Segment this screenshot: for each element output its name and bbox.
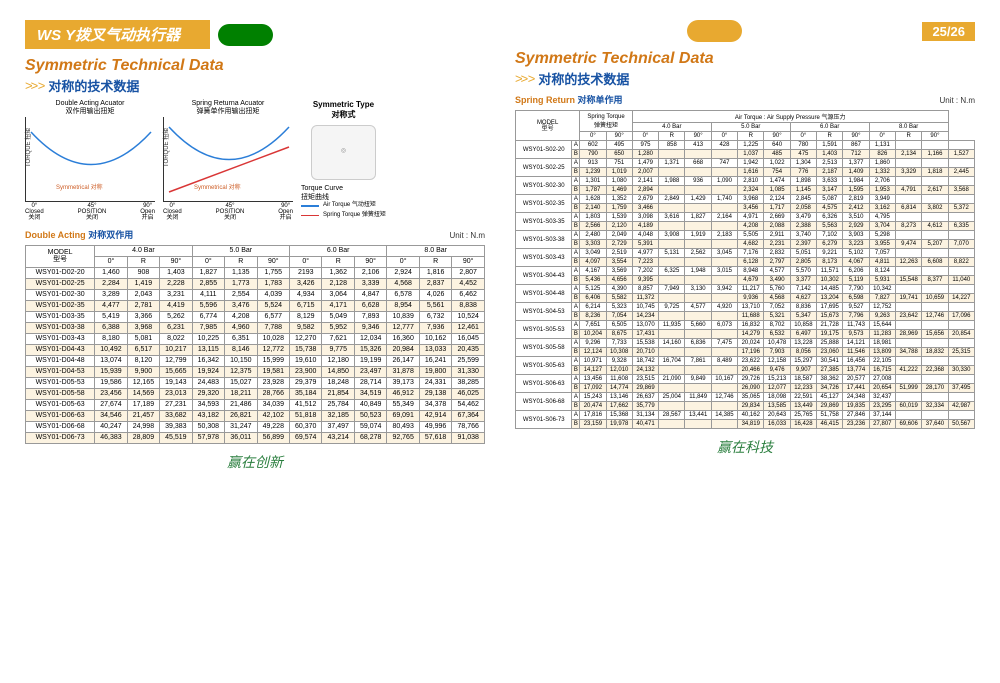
footer-right: 赢在科技 xyxy=(515,437,975,457)
sr-label: Spring Return 对称单作用 xyxy=(515,93,623,106)
section-sub-right: >> > 对称的技术数据 xyxy=(515,69,975,88)
left-header: WS Y拨叉气动执行器 xyxy=(25,20,485,49)
arrows-icon: >> > xyxy=(515,71,533,86)
actuator-icon: ◎ xyxy=(311,125,376,180)
page-number: 25/26 xyxy=(922,22,975,41)
footer-left: 赢在创新 xyxy=(25,452,485,472)
section-sub-left: >> > 对称的技术数据 xyxy=(25,76,485,95)
section-title-right: Symmetric Technical Data xyxy=(515,50,975,68)
table-sr: MODEL型号Spring Torque弹簧扭矩Air Torque : Air… xyxy=(515,110,975,429)
chart-sr: Spring Returna Acuator弹簧单作用输出扭矩 TORQUE 扭… xyxy=(163,100,293,221)
chart-da: Double Acting Acuator双作用输出扭矩 TORQUE 扭矩 S… xyxy=(25,100,155,221)
charts-row: Double Acting Acuator双作用输出扭矩 TORQUE 扭矩 S… xyxy=(25,100,485,222)
legend: Symmetric Type对称式 ◎ Torque Curve扭矩曲线 Air… xyxy=(301,100,386,222)
table-da: MODEL型号4.0 Bar5.0 Bar6.0 Bar8.0 Bar0°R90… xyxy=(25,245,485,444)
right-page: 25/26 Symmetric Technical Data >> > 对称的技… xyxy=(515,20,975,472)
page-title-left: WS Y拨叉气动执行器 xyxy=(25,20,210,49)
right-header: 25/26 xyxy=(515,20,975,42)
da-label: Double Acting 对称双作用 xyxy=(25,228,133,241)
left-page: WS Y拨叉气动执行器 Symmetric Technical Data >> … xyxy=(25,20,485,472)
header-pill-right xyxy=(687,20,742,42)
header-pill xyxy=(218,24,273,46)
section-title-left: Symmetric Technical Data xyxy=(25,57,485,75)
arrows-icon: >> > xyxy=(25,78,43,93)
